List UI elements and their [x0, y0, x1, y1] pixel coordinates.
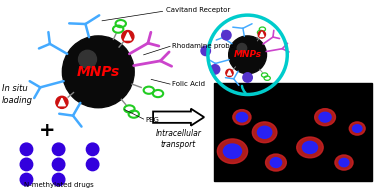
- Ellipse shape: [233, 110, 251, 125]
- Ellipse shape: [236, 112, 248, 122]
- Text: Folic Acid: Folic Acid: [172, 81, 205, 87]
- Ellipse shape: [349, 122, 365, 135]
- Ellipse shape: [265, 154, 287, 171]
- Ellipse shape: [319, 112, 331, 122]
- Ellipse shape: [79, 50, 96, 68]
- Ellipse shape: [122, 31, 134, 43]
- Polygon shape: [59, 98, 65, 106]
- Text: In situ
loading: In situ loading: [2, 84, 33, 105]
- Ellipse shape: [52, 158, 65, 171]
- Ellipse shape: [314, 109, 335, 126]
- Ellipse shape: [20, 173, 33, 186]
- Ellipse shape: [217, 139, 248, 163]
- Polygon shape: [124, 33, 131, 40]
- Ellipse shape: [237, 43, 246, 53]
- Ellipse shape: [258, 31, 265, 38]
- Polygon shape: [228, 70, 231, 75]
- Ellipse shape: [252, 122, 277, 143]
- Ellipse shape: [210, 65, 220, 74]
- Ellipse shape: [297, 137, 323, 158]
- Ellipse shape: [20, 158, 33, 171]
- Text: +: +: [39, 121, 56, 140]
- Ellipse shape: [52, 173, 65, 186]
- Ellipse shape: [229, 36, 266, 74]
- Ellipse shape: [62, 36, 134, 108]
- Ellipse shape: [20, 143, 33, 156]
- Text: Rhodamine probe: Rhodamine probe: [172, 43, 234, 49]
- Text: N-methylated drugs: N-methylated drugs: [24, 182, 93, 188]
- Ellipse shape: [56, 96, 68, 108]
- Ellipse shape: [86, 158, 99, 171]
- Polygon shape: [260, 32, 264, 36]
- Ellipse shape: [302, 141, 318, 153]
- Ellipse shape: [222, 30, 231, 40]
- Ellipse shape: [339, 158, 349, 167]
- Ellipse shape: [270, 158, 282, 167]
- Ellipse shape: [226, 69, 233, 77]
- Ellipse shape: [335, 155, 353, 170]
- Ellipse shape: [223, 144, 242, 158]
- Ellipse shape: [352, 125, 362, 132]
- Text: Intracellular
transport: Intracellular transport: [155, 129, 201, 149]
- Text: MNPs: MNPs: [77, 65, 120, 79]
- Ellipse shape: [257, 126, 272, 138]
- Text: Cavitand Receptor: Cavitand Receptor: [166, 7, 231, 13]
- Ellipse shape: [243, 73, 253, 82]
- Bar: [214, 83, 372, 181]
- Ellipse shape: [86, 143, 99, 156]
- Ellipse shape: [201, 46, 211, 56]
- Text: MNPs: MNPs: [234, 50, 262, 59]
- FancyArrow shape: [153, 109, 204, 126]
- Ellipse shape: [52, 143, 65, 156]
- Text: PEG: PEG: [146, 117, 160, 123]
